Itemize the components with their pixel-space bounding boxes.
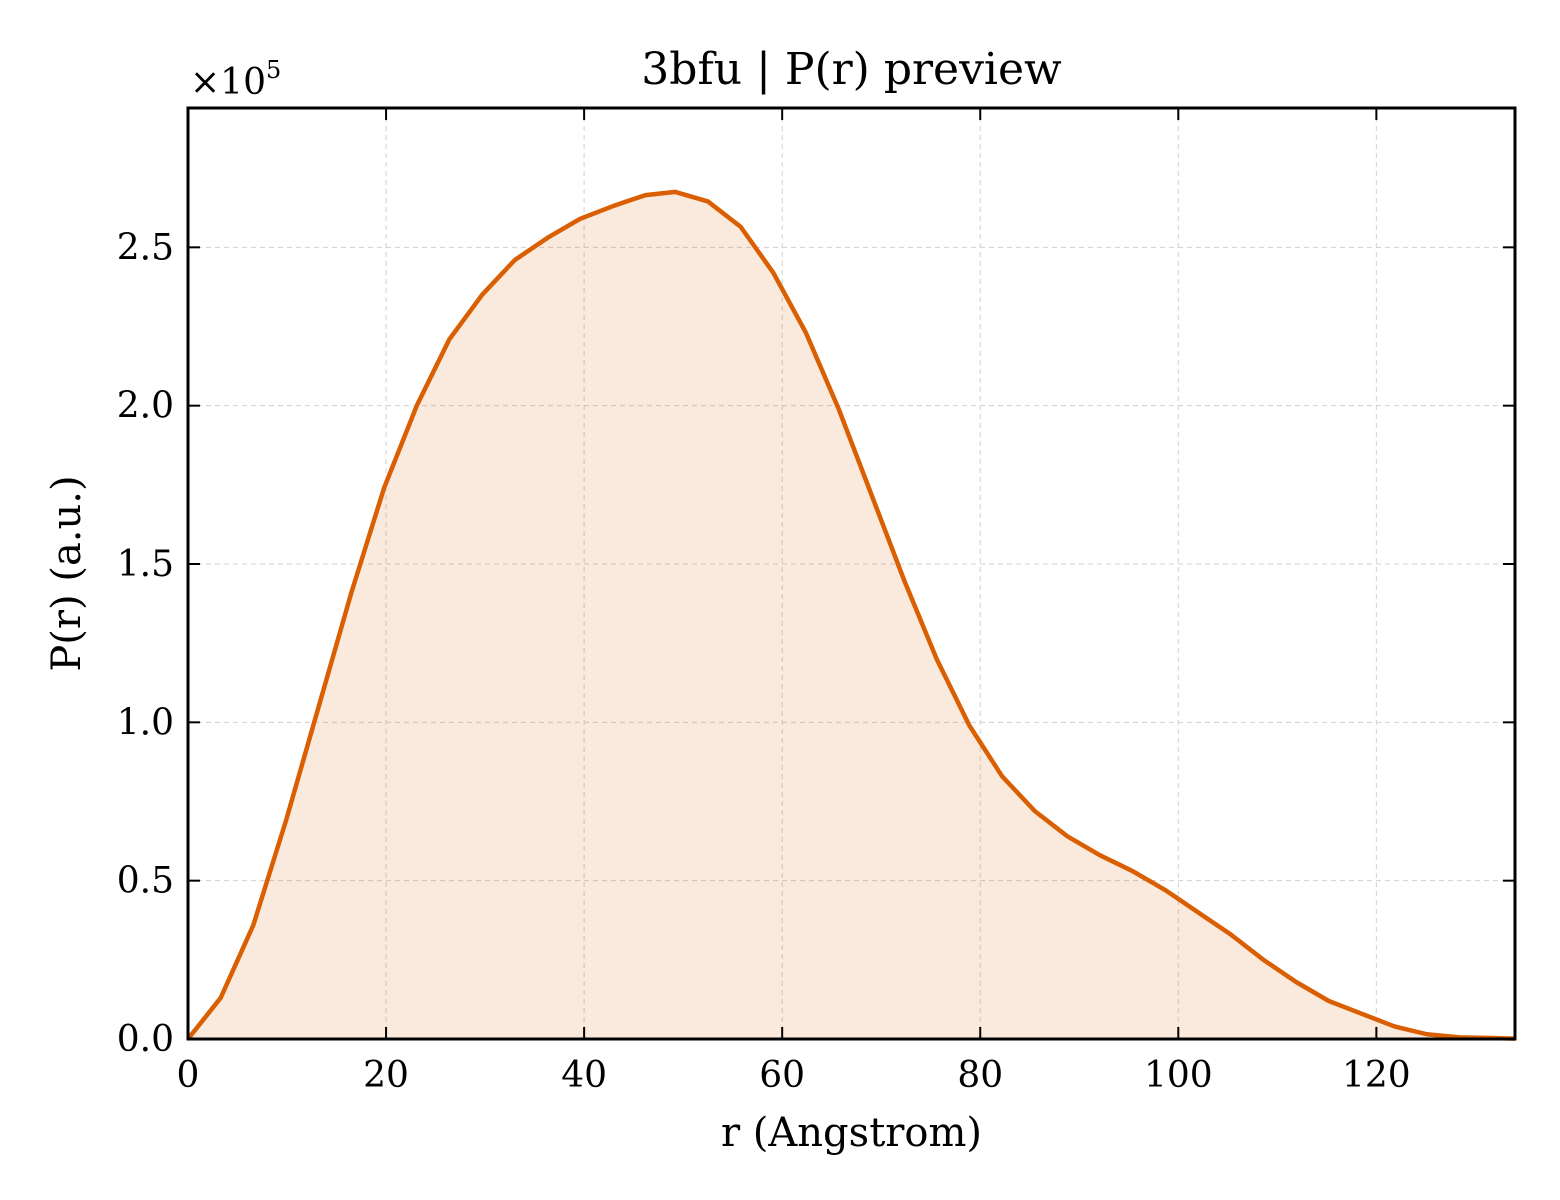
x-tick-label: 0 bbox=[177, 1055, 200, 1096]
x-tick-label: 20 bbox=[363, 1055, 409, 1096]
x-axis-label: r (Angstrom) bbox=[721, 1110, 982, 1156]
y-tick-label: 1.5 bbox=[117, 544, 174, 585]
pr-area-fill bbox=[188, 191, 1515, 1040]
y-offset-exponent: 5 bbox=[266, 56, 281, 84]
x-tick-label: 60 bbox=[759, 1055, 805, 1096]
y-tick-label: 2.0 bbox=[117, 386, 174, 427]
grid bbox=[188, 108, 1515, 1039]
y-offset-base: ×10 bbox=[190, 62, 266, 103]
chart-title: 3bfu | P(r) preview bbox=[641, 44, 1062, 95]
x-tick-label: 100 bbox=[1144, 1055, 1213, 1096]
x-tick-label: 80 bbox=[957, 1055, 1003, 1096]
y-tick-label: 2.5 bbox=[117, 227, 174, 268]
pr-series-line bbox=[186, 189, 1516, 1041]
y-axis-offset-label: ×105 bbox=[190, 56, 281, 103]
y-tick-label: 1.0 bbox=[117, 702, 174, 743]
ticks: 0 20 40 60 80 100 120 0.0 0.5 1.0 1.5 2.0 2.5 bbox=[117, 108, 1515, 1096]
y-axis-label: P(r) (a.u.) bbox=[44, 475, 90, 671]
plot-frame bbox=[186, 106, 1517, 1041]
y-tick-label: 0.5 bbox=[117, 861, 174, 902]
x-tick-label: 40 bbox=[561, 1055, 607, 1096]
y-tick-label: 0.0 bbox=[117, 1019, 174, 1060]
x-tick-label: 120 bbox=[1342, 1055, 1411, 1096]
